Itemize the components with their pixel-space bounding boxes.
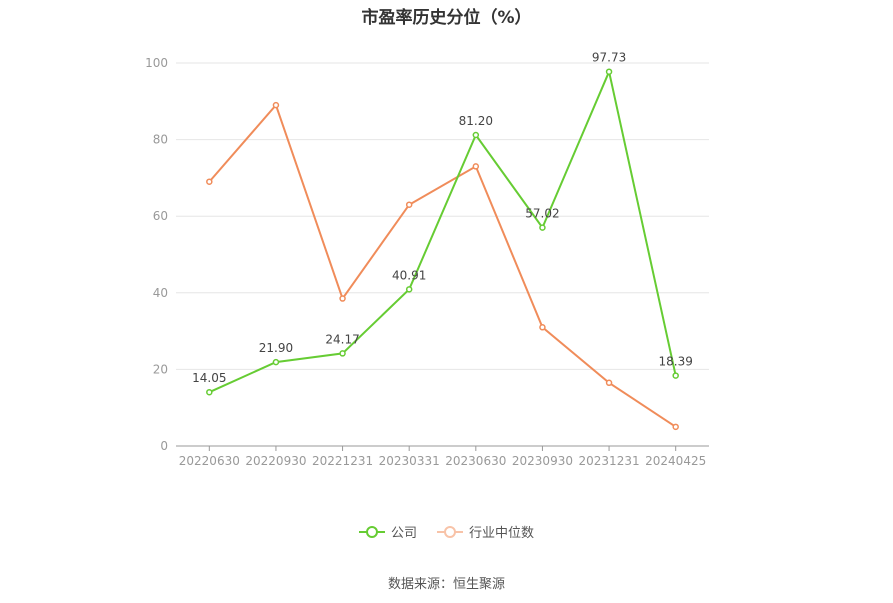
chart-title: 市盈率历史分位（%） [361, 8, 532, 28]
legend-item-industry-median[interactable]: 行业中位数 [437, 522, 534, 541]
y-tick-label-40: 40 [153, 286, 168, 300]
point-company-20220930 [272, 358, 280, 366]
legend-label-company: 公司 [390, 526, 417, 541]
y-tick-label-60: 60 [153, 209, 168, 223]
point-company-20230331 [405, 286, 413, 293]
x-tick-label-20230630: 20230630 [445, 454, 506, 468]
legend-swatch-company [358, 525, 385, 539]
point-industry-median-20230630 [472, 163, 480, 170]
legend: 公司 行业中位数 [0, 522, 893, 541]
x-tick-label-20240425: 20240425 [645, 454, 706, 468]
data-source: 数据来源：恒生聚源 [387, 577, 505, 592]
data-label-company-20230630: 81.20 [459, 114, 493, 128]
data-label-company-20230930: 57.02 [525, 207, 559, 221]
point-industry-median-20220930 [272, 101, 280, 109]
x-tick-label-20231231: 20231231 [579, 454, 640, 468]
series-line-industry-median [208, 103, 677, 428]
data-label-company-20231231: 97.73 [592, 51, 626, 65]
y-tick-label-100: 100 [145, 56, 168, 70]
point-company-20221231 [339, 350, 346, 357]
point-company-20220630 [206, 388, 213, 396]
x-tick-label-20230930: 20230930 [512, 454, 573, 468]
point-industry-median-20230930 [539, 324, 546, 331]
point-company-20230930 [539, 224, 546, 231]
x-tick-label-20230331: 20230331 [379, 454, 440, 468]
legend-label-industry-median: 行业中位数 [469, 526, 535, 541]
y-tick-label-80: 80 [153, 133, 168, 147]
series-line-company [208, 68, 677, 394]
point-company-20230630 [472, 131, 480, 139]
legend-swatch-industry-median [437, 525, 463, 539]
data-label-company-20220930: 21.90 [259, 341, 293, 355]
point-company-20231231 [605, 68, 613, 75]
y-tick-label-20: 20 [153, 362, 168, 376]
point-industry-median-20240425 [672, 423, 679, 431]
point-industry-median-20221231 [339, 295, 346, 302]
data-label-company-20230331: 40.91 [392, 268, 426, 282]
point-industry-median-20220630 [206, 178, 213, 185]
data-label-company-20220630: 14.05 [192, 371, 226, 385]
data-label-company-20240425: 18.39 [659, 355, 693, 369]
x-tick-label-20220630: 20220630 [179, 454, 240, 468]
x-tick-label-20221231: 20221231 [312, 454, 373, 468]
point-industry-median-20230331 [405, 201, 413, 208]
data-label-company-20221231: 24.17 [325, 332, 359, 346]
legend-item-company[interactable]: 公司 [358, 522, 417, 541]
point-industry-median-20231231 [605, 379, 613, 387]
x-tick-label-20220930: 20220930 [245, 454, 306, 468]
point-company-20240425 [672, 372, 679, 379]
y-tick-label-0: 0 [160, 439, 168, 453]
